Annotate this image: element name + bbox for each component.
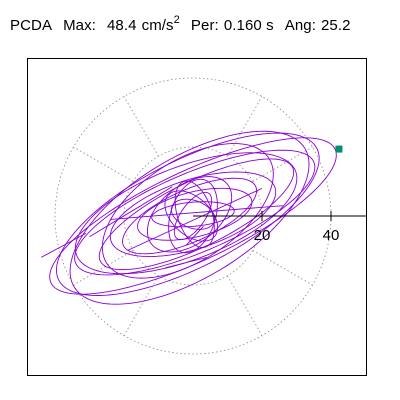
marker-layer	[335, 145, 343, 153]
title-max-unit-exponent: 2	[173, 14, 180, 26]
grid-spoke-240	[123, 275, 159, 336]
orbit-trace	[40, 130, 337, 305]
title-ang-label: Ang:	[284, 17, 316, 34]
grid-spoke-330	[252, 250, 313, 286]
title-per-value: 0.160 s	[223, 17, 274, 34]
orbit-loop-1	[56, 132, 320, 296]
orbit-segment-0	[110, 205, 283, 220]
tick-label-40: 40	[323, 227, 340, 244]
title-max-unit: cm/s	[141, 17, 174, 34]
chart-title: PCDA Max: 48.4 cm/s2 Per: 0.160 s Ang: 25.2	[10, 14, 351, 38]
orbit-segment-1	[89, 186, 173, 238]
orbit-loop-15	[173, 191, 213, 241]
max-marker	[335, 145, 343, 153]
title-name: PCDA	[10, 17, 53, 34]
grid-spoke-150	[73, 146, 134, 182]
tick-label-20: 20	[254, 227, 271, 244]
grid-spoke-60	[227, 96, 263, 157]
title-per-label: Per:	[190, 17, 219, 34]
orbit-segment-3	[185, 226, 204, 246]
grid-spoke-120	[123, 96, 159, 157]
orbit-loop-2	[69, 130, 310, 305]
orbit-loop-8	[122, 177, 257, 255]
orbit-loop-3	[74, 149, 316, 276]
orbit-loop-6	[101, 143, 274, 279]
orbit-loop-13	[164, 190, 219, 242]
orbit-segment-4	[165, 256, 207, 269]
plot-frame	[27, 58, 367, 376]
title-max-value: 48.4	[106, 17, 137, 34]
orbit-loop-9	[137, 187, 253, 241]
orbit-loop-4	[74, 152, 298, 275]
grid-spoke-300	[227, 275, 263, 336]
orbit-loop-7	[109, 171, 277, 257]
orbit-loop-14	[151, 201, 235, 228]
title-max-label: Max:	[63, 17, 96, 34]
orbit-loop-16	[170, 198, 216, 230]
title-ang-value: 25.2	[320, 17, 351, 34]
orbit-loop-11	[168, 178, 218, 254]
orbit-segment-5	[40, 232, 87, 258]
orbit-segment-2	[127, 187, 263, 251]
axis-layer: 20 40	[193, 211, 367, 244]
grid-spoke-210	[73, 250, 134, 286]
orbit-loop-0	[49, 137, 337, 295]
